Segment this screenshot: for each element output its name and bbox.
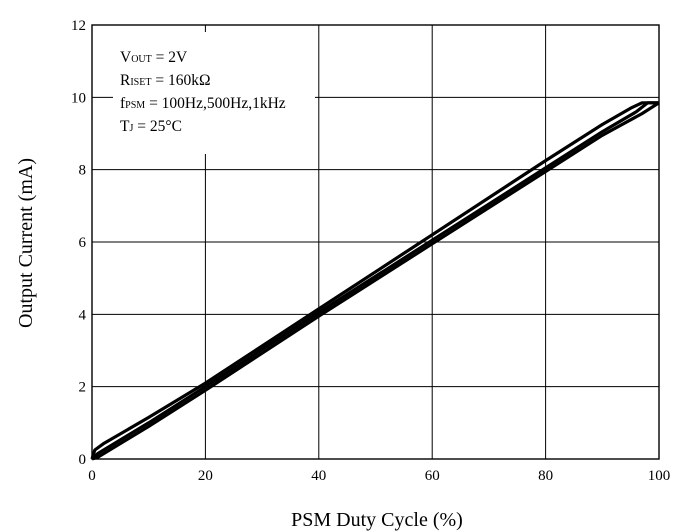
x-tick-label: 20 [198,468,213,484]
y-tick-labels: 0 2 4 6 8 10 12 [71,18,87,468]
y-tick-label: 10 [71,90,86,106]
y-tick-label: 4 [79,307,87,323]
y-tick-label: 12 [71,18,86,34]
annotation-line: RISET = 160kΩ [120,72,210,89]
annotation-box [113,32,315,154]
annotation-line: fPSM = 100Hz,500Hz,1kHz [120,95,286,112]
annotation-line: TJ = 25°C [120,118,182,135]
series-group [90,101,660,461]
x-tick-label: 60 [425,468,440,484]
y-tick-label: 2 [79,380,87,396]
annotations: VOUT = 2V RISET = 160kΩ fPSM = 100Hz,500Hz… [120,49,286,135]
series-line-2 [90,101,659,461]
y-axis-label: Output Current (mA) [15,158,37,328]
series-line-3 [91,101,660,461]
x-tick-label: 100 [648,468,671,484]
y-tick-label: 0 [79,452,87,468]
series-line-1 [90,101,659,460]
y-tick-label: 8 [79,163,87,179]
plot-frame [91,24,660,460]
x-tick-label: 80 [538,468,553,484]
y-tick-label: 6 [79,235,87,251]
x-tick-label: 40 [311,468,326,484]
x-tick-labels: 0 20 40 60 80 100 [88,468,670,484]
x-axis-label: PSM Duty Cycle (%) [291,509,463,531]
x-tick-label: 0 [88,468,96,484]
annotation-line: VOUT = 2V [120,49,188,66]
